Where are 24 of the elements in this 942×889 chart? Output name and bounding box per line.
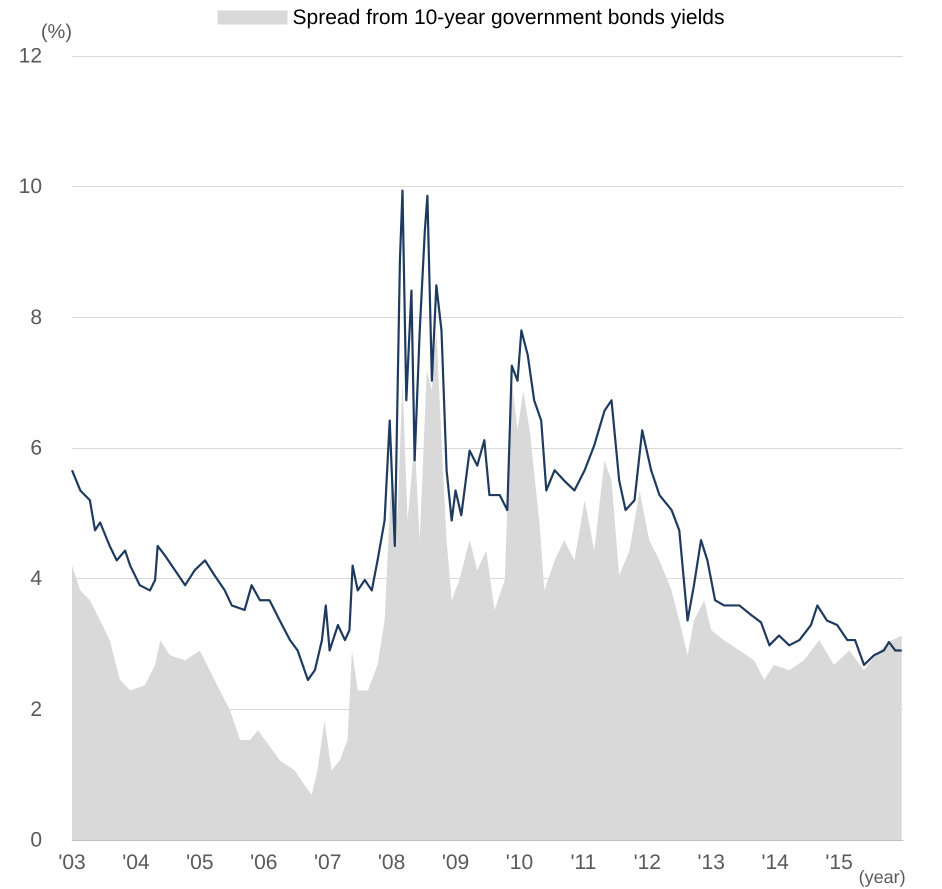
y-tick-label: 4 [30, 567, 42, 590]
x-tick-label: '07 [314, 851, 342, 874]
x-axis-title: (year) [858, 867, 906, 887]
y-tick-label: 6 [30, 436, 42, 460]
y-axis-title: (%) [40, 21, 72, 43]
x-tick-label: '05 [186, 851, 214, 874]
y-tick-label: 12 [18, 44, 42, 68]
y-tick-label: 0 [30, 828, 42, 852]
x-tick-label: '14 [761, 851, 790, 874]
x-tick-label: '13 [698, 851, 725, 874]
y-tick-label: 2 [30, 698, 42, 721]
x-tick-label: '09 [442, 851, 470, 874]
x-tick-label: '03 [58, 851, 86, 874]
x-tick-label: '06 [250, 851, 278, 874]
x-tick-label: '08 [378, 851, 406, 874]
y-tick-label: 10 [18, 175, 42, 198]
line-series [70, 189, 903, 682]
x-tick-label: '11 [570, 851, 596, 874]
x-tick-label: '10 [506, 851, 534, 874]
x-tick-label: '12 [634, 851, 661, 874]
x-tick-label: '04 [122, 851, 150, 874]
legend-label: Spread from 10-year government bonds yields [292, 6, 724, 29]
x-tick-label: '15 [825, 851, 853, 874]
y-tick-label: 8 [30, 306, 42, 329]
